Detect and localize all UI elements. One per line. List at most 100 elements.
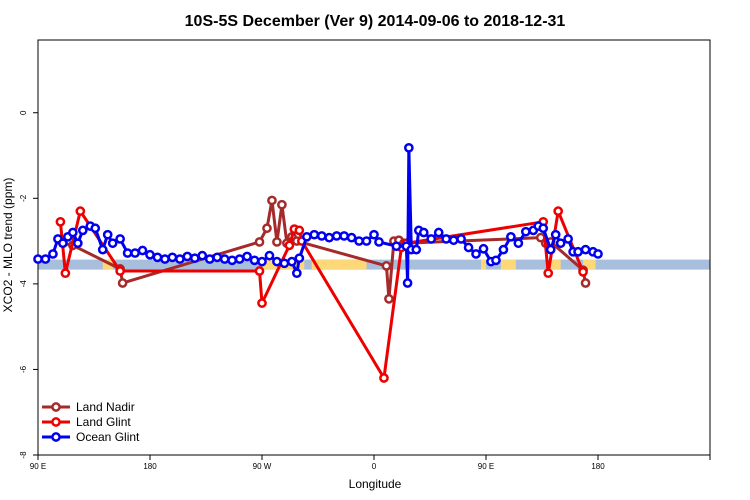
data-point bbox=[40, 254, 51, 264]
data-point bbox=[254, 237, 265, 247]
data-point bbox=[204, 254, 215, 264]
data-point bbox=[97, 244, 108, 255]
series-ocean-glint bbox=[33, 142, 603, 288]
data-point bbox=[374, 237, 384, 247]
data-point bbox=[77, 225, 88, 236]
chart-title: 10S-5S December (Ver 9) 2014-09-06 to 20… bbox=[185, 13, 566, 30]
data-point bbox=[426, 234, 437, 244]
legend-swatch-marker bbox=[51, 432, 61, 442]
data-point bbox=[249, 255, 260, 266]
data-point bbox=[33, 254, 43, 264]
data-point bbox=[117, 278, 128, 288]
x-tick-label: 90 W bbox=[253, 462, 272, 471]
data-point bbox=[555, 238, 566, 249]
legend-item: Land Glint bbox=[42, 415, 131, 429]
data-point bbox=[130, 248, 140, 258]
data-point bbox=[403, 142, 414, 153]
data-point bbox=[219, 254, 230, 264]
y-tick-label: 0 bbox=[19, 110, 28, 115]
data-point bbox=[115, 266, 125, 276]
data-point bbox=[160, 254, 170, 264]
data-point bbox=[316, 231, 327, 241]
data-point bbox=[478, 243, 489, 254]
data-point bbox=[346, 232, 357, 243]
data-point bbox=[578, 267, 588, 277]
data-point bbox=[379, 373, 389, 383]
data-point bbox=[137, 245, 148, 256]
data-point bbox=[267, 195, 277, 206]
data-point bbox=[55, 216, 66, 227]
land-segment bbox=[102, 259, 113, 270]
data-point bbox=[391, 241, 402, 252]
data-point bbox=[291, 268, 302, 279]
data-point bbox=[294, 225, 305, 236]
data-point bbox=[538, 223, 549, 234]
data-point bbox=[72, 238, 83, 249]
data-point bbox=[402, 278, 413, 288]
legend-item: Ocean Glint bbox=[42, 430, 140, 444]
data-point bbox=[102, 229, 113, 240]
data-point bbox=[145, 249, 155, 260]
data-point bbox=[448, 235, 459, 246]
data-point bbox=[384, 293, 394, 304]
data-point bbox=[197, 250, 208, 261]
land-segment bbox=[500, 259, 516, 270]
data-point bbox=[277, 199, 287, 210]
data-point bbox=[471, 249, 481, 259]
data-point bbox=[227, 255, 237, 266]
y-tick-label: -6 bbox=[19, 365, 28, 373]
x-tick-label: 0 bbox=[372, 462, 377, 471]
legend-item: Land Nadir bbox=[42, 400, 135, 414]
data-point bbox=[324, 232, 335, 243]
data-point bbox=[354, 236, 364, 246]
data-point bbox=[543, 268, 554, 279]
data-point bbox=[498, 244, 509, 255]
data-point bbox=[411, 244, 422, 255]
y-axis-label: XCO2 - MLO trend (ppm) bbox=[1, 178, 15, 313]
data-point bbox=[272, 256, 282, 267]
data-point bbox=[257, 298, 267, 308]
data-point bbox=[593, 249, 603, 259]
data-point bbox=[67, 227, 78, 238]
data-point bbox=[175, 254, 185, 264]
legend-label: Land Glint bbox=[76, 415, 131, 429]
data-point bbox=[294, 253, 305, 264]
data-point bbox=[331, 231, 342, 241]
data-point bbox=[257, 256, 267, 267]
data-point bbox=[234, 254, 245, 264]
data-point bbox=[182, 251, 193, 262]
data-point bbox=[75, 206, 86, 216]
y-tick-label: -8 bbox=[19, 451, 28, 459]
data-point bbox=[520, 226, 531, 237]
data-point bbox=[189, 253, 200, 264]
data-point bbox=[115, 234, 125, 244]
data-point bbox=[573, 246, 583, 257]
data-point bbox=[513, 238, 524, 249]
data-point bbox=[553, 206, 564, 216]
data-point bbox=[550, 229, 561, 240]
data-point bbox=[48, 249, 58, 259]
axes: 90 E 180 90 W 0 90 E 180 0 -2 -4 -6 -8 bbox=[19, 39, 711, 471]
x-tick-label: 90 E bbox=[478, 462, 494, 471]
y-tick-label: -4 bbox=[19, 280, 28, 288]
data-point bbox=[272, 237, 282, 247]
land-segment bbox=[550, 259, 561, 270]
data-point bbox=[122, 248, 133, 258]
data-point bbox=[309, 229, 320, 240]
data-point bbox=[381, 261, 392, 271]
data-point bbox=[441, 234, 452, 244]
data-point bbox=[167, 252, 178, 263]
legend-label: Land Nadir bbox=[76, 400, 135, 414]
data-point bbox=[545, 244, 556, 255]
data-point bbox=[301, 231, 312, 242]
data-point bbox=[433, 227, 444, 238]
data-point bbox=[60, 268, 71, 279]
data-point bbox=[279, 258, 290, 269]
data-point bbox=[152, 252, 163, 263]
legend-swatch-marker bbox=[51, 402, 61, 412]
data-point bbox=[580, 244, 591, 255]
x-tick-label: 180 bbox=[143, 462, 157, 471]
data-point bbox=[418, 227, 429, 238]
